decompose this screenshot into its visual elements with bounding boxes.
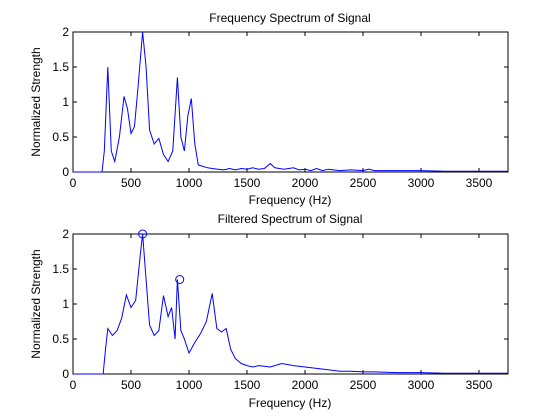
bottom-plot-x-tick-label: 1000 — [176, 378, 203, 392]
bottom-plot-y-tick-label: 1.5 — [52, 262, 69, 276]
top-plot-series — [73, 31, 508, 173]
top-plot-x-tick-label: 3000 — [408, 176, 435, 190]
top-plot-y-tick-label: 2 — [62, 25, 69, 39]
top-plot-x-tick-label: 500 — [121, 176, 141, 190]
top-plot-x-tick-label: 3500 — [466, 176, 493, 190]
bottom-plot-y-tick-label: 1 — [62, 297, 69, 311]
bottom-plot-x-tick-label: 2500 — [350, 378, 377, 392]
top-plot-y-tick-label: 1.5 — [52, 60, 69, 74]
top-plot-title: Frequency Spectrum of Signal — [209, 11, 370, 25]
bottom-plot-title: Filtered Spectrum of Signal — [218, 212, 363, 226]
bottom-plot-spectrum-line — [73, 233, 508, 375]
top-plot-y-tick-label: 0.5 — [52, 130, 69, 144]
top-plot-y-tick-label: 0 — [62, 165, 69, 179]
bottom-plot-x-tick-label: 0 — [70, 378, 77, 392]
bottom-plot: Filtered Spectrum of Signal 0 500 1000 1500… — [29, 212, 509, 410]
bottom-plot-x-tick-label: 3000 — [408, 378, 435, 392]
bottom-plot-y-tick-label: 2 — [62, 227, 69, 241]
bottom-plot-x-ticks: 0 500 1000 1500 2000 2500 3000 3500 — [70, 234, 493, 392]
top-plot-x-tick-label: 2000 — [292, 176, 319, 190]
top-plot-y-label: Normalized Strength — [29, 47, 43, 156]
top-plot-y-tick-label: 1 — [62, 95, 69, 109]
bottom-plot-series — [73, 233, 508, 375]
top-plot-x-tick-label: 1000 — [176, 176, 203, 190]
bottom-plot-x-tick-label: 3500 — [466, 378, 493, 392]
bottom-plot-x-label: Frequency (Hz) — [249, 396, 332, 410]
bottom-plot-axes — [72, 233, 509, 375]
top-plot-y-ticks: 0 0.5 1 1.5 2 — [52, 25, 508, 179]
bottom-plot-markers — [138, 229, 185, 284]
bottom-plot-y-label: Normalized Strength — [29, 249, 43, 358]
bottom-plot-peak-marker — [138, 229, 148, 239]
top-plot-axes — [72, 31, 509, 173]
top-plot-x-ticks: 0 500 1000 1500 2000 2500 3000 3500 — [70, 32, 493, 190]
top-plot-x-tick-label: 1500 — [234, 176, 261, 190]
bottom-plot-x-tick-label: 1500 — [234, 378, 261, 392]
bottom-plot-y-tick-label: 0.5 — [52, 332, 69, 346]
top-plot-x-label: Frequency (Hz) — [249, 193, 332, 207]
top-plot: Frequency Spectrum of Signal 0 500 1000 150… — [29, 11, 509, 207]
top-plot-x-tick-label: 2500 — [350, 176, 377, 190]
bottom-plot-x-tick-label: 500 — [121, 378, 141, 392]
top-plot-x-tick-label: 0 — [70, 176, 77, 190]
bottom-plot-peak-marker — [175, 275, 185, 284]
bottom-plot-y-ticks: 0 0.5 1 1.5 2 — [52, 227, 508, 381]
top-plot-spectrum-line — [73, 31, 508, 173]
bottom-plot-x-tick-label: 2000 — [292, 378, 319, 392]
bottom-plot-y-tick-label: 0 — [62, 367, 69, 381]
